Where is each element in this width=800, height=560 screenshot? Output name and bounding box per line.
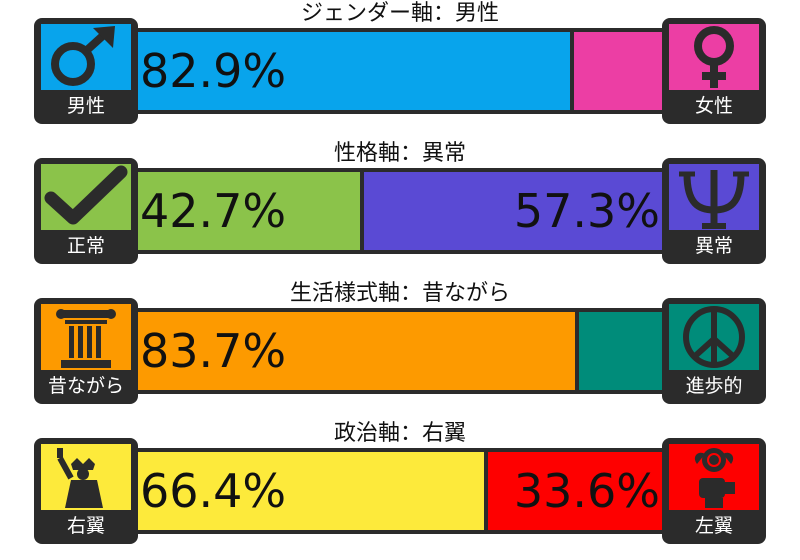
lifestyle-bar: 83.7%	[134, 308, 666, 394]
right-wing-label: 右翼	[66, 515, 105, 537]
male-symbol-icon	[41, 24, 131, 90]
peace-sign-icon	[669, 304, 759, 370]
traditional-label: 昔ながら	[47, 375, 124, 397]
column-pillar-icon	[41, 304, 131, 370]
progressive-badge: 進歩的	[662, 298, 766, 404]
gender-axis: ジェンダー軸：男性 82.9% 男性 女性	[0, 0, 800, 140]
traditional-segment: 83.7%	[138, 312, 577, 390]
right-wing-badge: 右翼	[34, 438, 138, 544]
female-label: 女性	[694, 95, 733, 117]
personality-bar: 42.7% 57.3%	[134, 168, 666, 254]
left-wing-badge: 左翼	[662, 438, 766, 544]
statue-of-liberty-icon	[41, 444, 131, 510]
male-percent: 82.9%	[140, 44, 287, 98]
progressive-segment	[576, 312, 662, 390]
political-axis: 政治軸：右翼 66.4% 33.6% 右翼	[0, 420, 800, 560]
female-symbol-icon	[669, 24, 759, 90]
personality-axis: 性格軸：異常 42.7% 57.3% 正常 異常	[0, 140, 800, 280]
axis-title: 政治軸：右翼	[333, 421, 466, 446]
female-segment	[572, 32, 662, 110]
lifestyle-axis: 生活様式軸：昔ながら 83.7% 昔ながら	[0, 280, 800, 420]
axis-title: ジェンダー軸：男性	[300, 1, 499, 26]
checkmark-icon	[41, 164, 131, 230]
normal-segment: 42.7%	[138, 172, 362, 250]
axis-title: 生活様式軸：昔ながら	[289, 281, 510, 306]
axis-title: 性格軸：異常	[333, 141, 466, 166]
psi-icon	[669, 164, 759, 230]
gender-bar: 82.9%	[134, 28, 666, 114]
left-wing-label: 左翼	[694, 515, 733, 537]
progressive-label: 進歩的	[685, 375, 743, 397]
right-wing-percent: 66.4%	[140, 464, 287, 518]
left-wing-percent: 33.6%	[513, 464, 660, 518]
male-label: 男性	[66, 95, 105, 117]
traditional-badge: 昔ながら	[34, 298, 138, 404]
abnormal-badge: 異常	[662, 158, 766, 264]
traditional-percent: 83.7%	[140, 324, 287, 378]
female-badge: 女性	[662, 18, 766, 124]
abnormal-segment: 57.3%	[361, 172, 662, 250]
normal-percent: 42.7%	[140, 184, 287, 238]
rose-fist-icon	[669, 444, 759, 510]
left-wing-segment: 33.6%	[485, 452, 662, 530]
right-wing-segment: 66.4%	[138, 452, 486, 530]
male-segment: 82.9%	[138, 32, 573, 110]
normal-label: 正常	[66, 235, 105, 257]
male-badge: 男性	[34, 18, 138, 124]
abnormal-percent: 57.3%	[513, 184, 660, 238]
normal-badge: 正常	[34, 158, 138, 264]
abnormal-label: 異常	[694, 235, 733, 257]
political-bar: 66.4% 33.6%	[134, 448, 666, 534]
